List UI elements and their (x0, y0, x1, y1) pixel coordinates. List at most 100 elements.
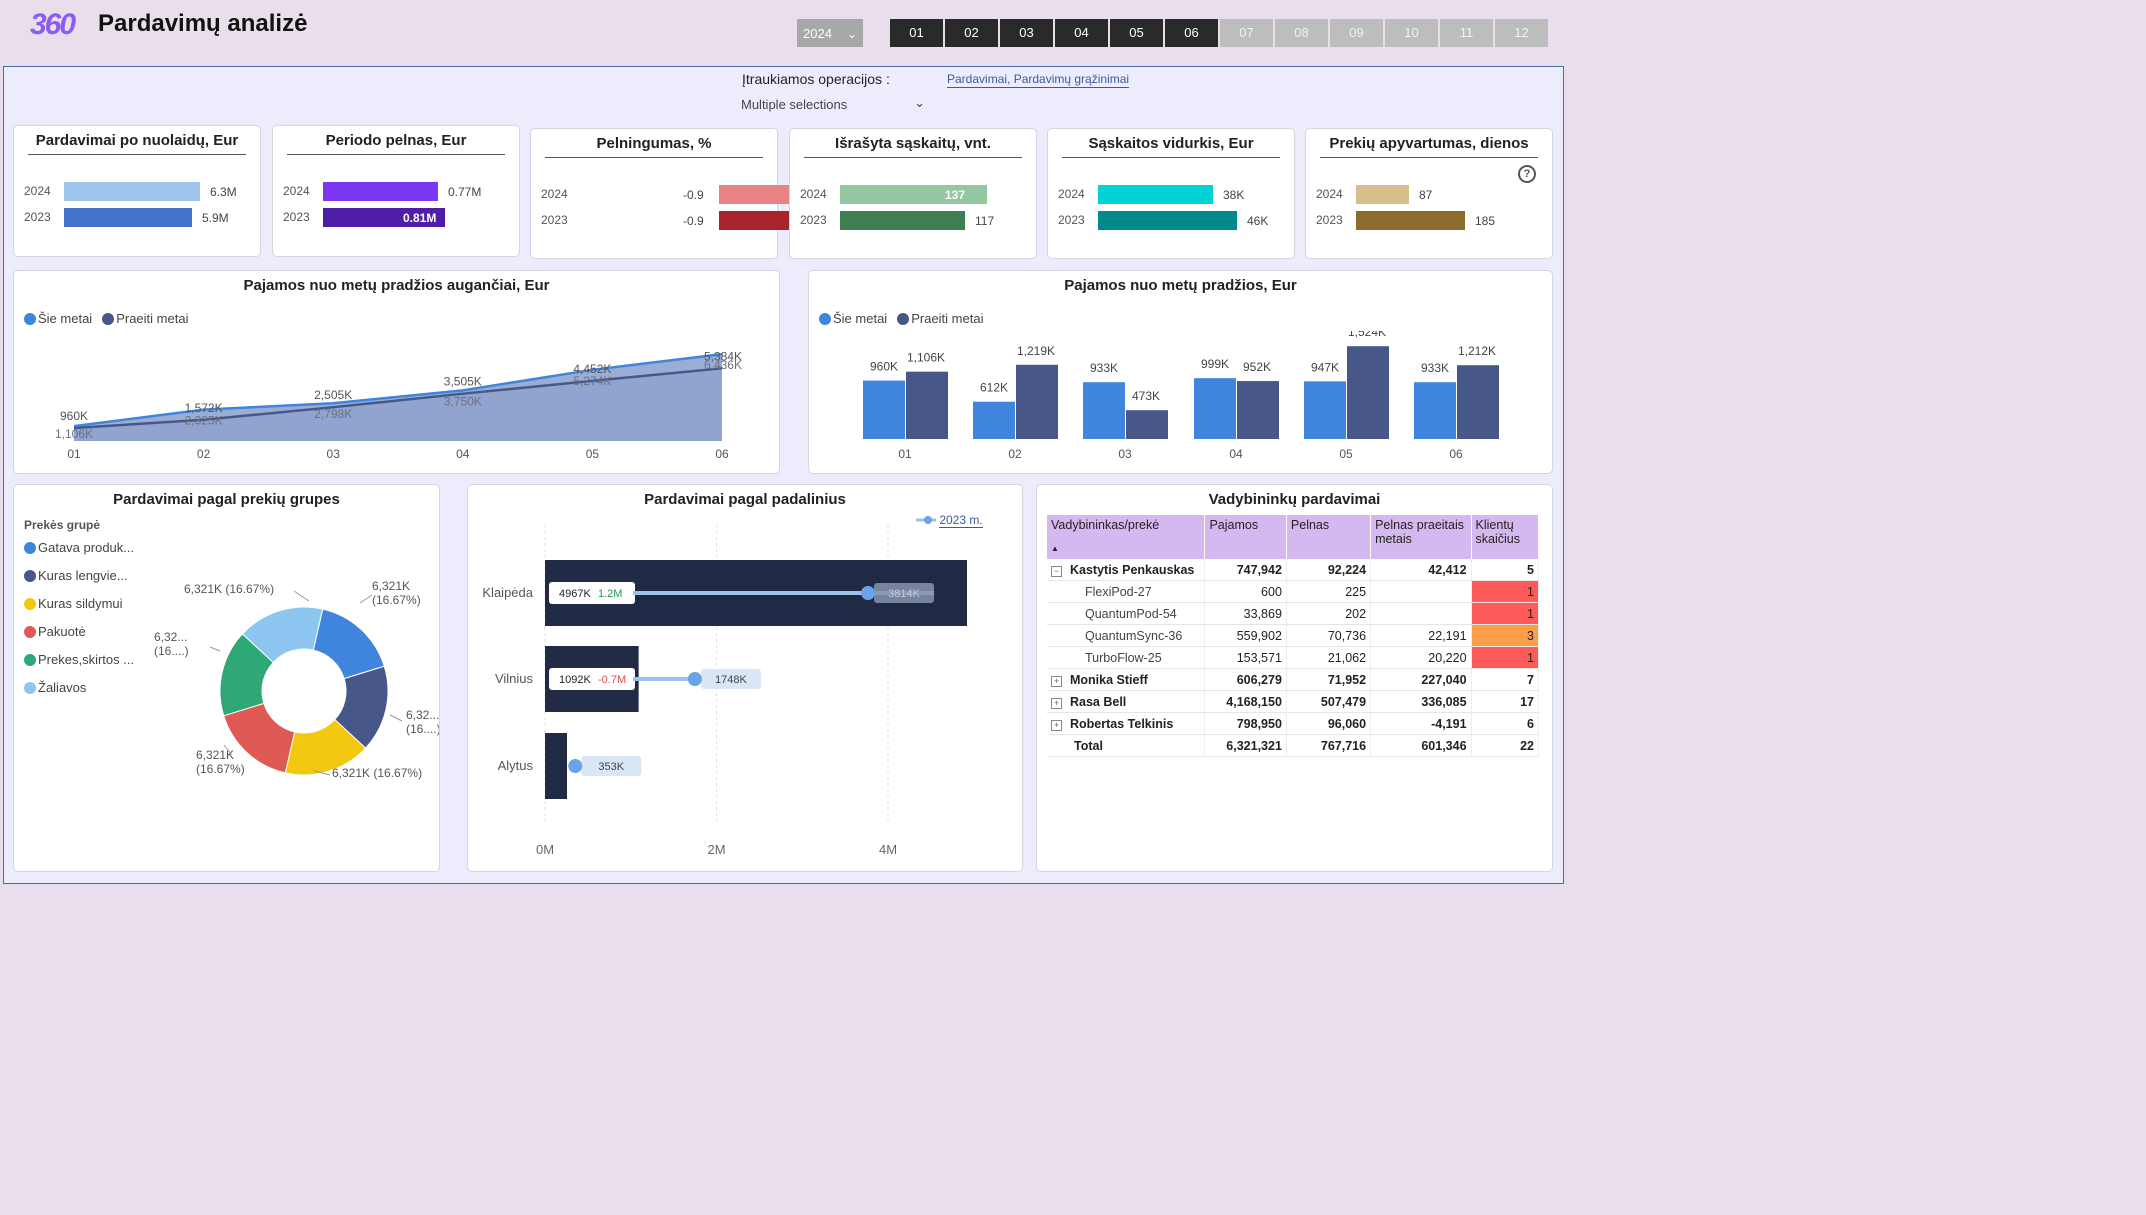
x-tick-label: 01 (67, 447, 81, 461)
bar-label-this: 999K (1201, 357, 1229, 371)
legend-prev-year[interactable]: Praeiti metai (897, 311, 983, 326)
legend-this-year[interactable]: Šie metai (819, 311, 887, 326)
kpi-bar[interactable] (1356, 185, 1409, 204)
bar-prev-year[interactable] (1347, 346, 1389, 439)
collapse-icon[interactable]: − (1051, 565, 1062, 577)
month-button-06[interactable]: 06 (1165, 19, 1218, 47)
bar-this-year[interactable] (863, 380, 905, 439)
month-button-10[interactable]: 10 (1385, 19, 1438, 47)
kpi-bar[interactable] (840, 211, 965, 230)
help-icon[interactable]: ? (1518, 165, 1536, 183)
table-row[interactable]: + Robertas Telkinis 798,950 96,060 -4,191 6 (1047, 712, 1540, 735)
line-prev-year[interactable] (73, 367, 723, 430)
column-header[interactable]: Pajamos (1204, 515, 1287, 559)
legend-this-year[interactable]: Šie metai (24, 311, 92, 326)
product-groups-donut[interactable]: 6,321K (16.67%) 6,32... (16....) 6,321K (16.… (144, 575, 439, 805)
line-this-year[interactable] (73, 352, 723, 428)
month-button-01[interactable]: 01 (890, 19, 943, 47)
year-dropdown-value: 2024 (803, 26, 832, 41)
column-header[interactable]: Pelnas (1286, 515, 1372, 559)
legend-item[interactable]: Žaliavos (24, 680, 134, 708)
legend-item[interactable]: Gatava produk... (24, 540, 134, 568)
legend-label: Pakuotė (38, 624, 86, 639)
operations-filter-value[interactable]: Pardavimai, Pardavimų grąžinimai (947, 72, 1130, 88)
month-button-05[interactable]: 05 (1110, 19, 1163, 47)
donut-slice[interactable] (312, 608, 385, 680)
kpi-bar[interactable] (1356, 211, 1465, 230)
chevron-down-icon: ⌄ (846, 27, 857, 41)
table-row[interactable]: FlexiPod-27 600 225 1 (1047, 580, 1540, 603)
monthly-revenue-chart[interactable]: 960K 1,106K 01 612K 1,219K 02 933K 473K 03 999K 95… (809, 331, 1554, 471)
table-row[interactable]: QuantumSync-36 559,902 70,736 22,191 3 (1047, 624, 1540, 647)
kpi-bar[interactable] (323, 182, 438, 201)
operations-filter-select-text: Multiple selections (741, 97, 848, 112)
bar-prev-year[interactable] (906, 371, 948, 439)
kpi-bar[interactable] (323, 208, 445, 227)
prev-year-marker[interactable] (687, 672, 702, 686)
table-row[interactable]: Total 6,321,321 767,716 601,346 22 (1047, 734, 1540, 757)
month-button-04[interactable]: 04 (1055, 19, 1108, 47)
table-row[interactable]: TurboFlow-25 153,571 21,062 20,220 1 (1047, 646, 1540, 669)
prev-value-label: 3814K (888, 588, 920, 600)
month-button-07[interactable]: 07 (1220, 19, 1273, 47)
row-value-cell: 6 (1471, 712, 1540, 735)
bar-label-this: 933K (1090, 361, 1118, 375)
leader-line (389, 714, 403, 722)
bar-prev-year[interactable] (1126, 410, 1168, 439)
expand-icon[interactable]: + (1051, 697, 1062, 709)
bar-prev-year[interactable] (1237, 381, 1279, 439)
kpi-title: Pardavimai po nuolaidų, Eur (35, 132, 239, 149)
month-button-11[interactable]: 11 (1440, 19, 1493, 47)
prev-year-marker[interactable] (568, 759, 583, 773)
division-bar[interactable] (545, 733, 567, 799)
x-tick-label: 06 (715, 447, 729, 461)
table-row[interactable]: − Kastytis Penkauskas 747,942 92,224 42,412 5 (1047, 559, 1540, 581)
x-tick-label: 0M (536, 842, 554, 857)
kpi-bar[interactable] (719, 185, 809, 204)
row-value-cell: -4,191 (1370, 712, 1472, 735)
bar-this-year[interactable] (1414, 382, 1456, 439)
kpi-bar[interactable] (1098, 211, 1237, 230)
kpi-bar[interactable] (1098, 185, 1213, 204)
kpi-bar[interactable] (64, 208, 192, 227)
month-button-03[interactable]: 03 (1000, 19, 1053, 47)
table-row[interactable]: + Rasa Bell 4,168,150 507,479 336,085 17 (1047, 690, 1540, 713)
month-button-08[interactable]: 08 (1275, 19, 1328, 47)
kpi-year-label: 2023 (1316, 213, 1343, 227)
data-label-this: 3,750K (444, 394, 482, 408)
month-button-12[interactable]: 12 (1495, 19, 1548, 47)
expand-icon[interactable]: + (1051, 675, 1062, 687)
month-button-09[interactable]: 09 (1330, 19, 1383, 47)
bar-this-year[interactable] (1083, 382, 1125, 439)
bar-this-year[interactable] (1194, 378, 1236, 439)
legend-item[interactable]: Kuras sildymui (24, 596, 134, 624)
division-legend[interactable]: 2023 m. (916, 513, 983, 528)
operations-filter-dropdown[interactable]: Multiple selections ⌄ (741, 95, 931, 112)
bar-prev-year[interactable] (1457, 365, 1499, 439)
legend-prev-year[interactable]: Praeiti metai (102, 311, 188, 326)
column-header[interactable]: Pelnas praeitais metais (1370, 515, 1472, 559)
table-row[interactable]: + Monika Stieff 606,279 71,952 227,040 7 (1047, 668, 1540, 691)
bar-this-year[interactable] (973, 401, 1015, 439)
bar-this-year[interactable] (1304, 381, 1346, 439)
legend-item[interactable]: Prekes,skirtos ... (24, 652, 134, 680)
divisions-chart[interactable]: 0M 2M 4M Klaipėda 4967K 1.2M 3814K Vilnius 1092K… (468, 525, 1024, 865)
prev-year-marker[interactable] (861, 586, 875, 600)
kpi-bar[interactable] (64, 182, 200, 201)
column-header[interactable]: Klientų skaičius (1471, 515, 1540, 559)
kpi-bar[interactable] (840, 185, 987, 204)
month-button-02[interactable]: 02 (945, 19, 998, 47)
year-dropdown[interactable]: 2024 ⌄ (797, 19, 863, 47)
table-row[interactable]: QuantumPod-54 33,869 202 1 (1047, 602, 1540, 625)
kpi-bar[interactable] (719, 211, 809, 230)
sort-asc-icon[interactable]: ▲ (1051, 544, 1059, 553)
column-header[interactable]: Vadybininkas/prekė ▲ (1047, 515, 1206, 559)
donut-slice[interactable] (241, 606, 324, 664)
kpi-value: -0.9 (683, 214, 704, 228)
kpi-year-label: 2024 (1316, 187, 1343, 201)
bar-prev-year[interactable] (1016, 364, 1058, 439)
expand-icon[interactable]: + (1051, 719, 1062, 731)
cumulative-revenue-chart[interactable]: 960K 1,572K 2,505K 3,505K 4,452K 5,384K 1,106K… (14, 331, 781, 471)
legend-item[interactable]: Kuras lengvie... (24, 568, 134, 596)
legend-item[interactable]: Pakuotė (24, 624, 134, 652)
